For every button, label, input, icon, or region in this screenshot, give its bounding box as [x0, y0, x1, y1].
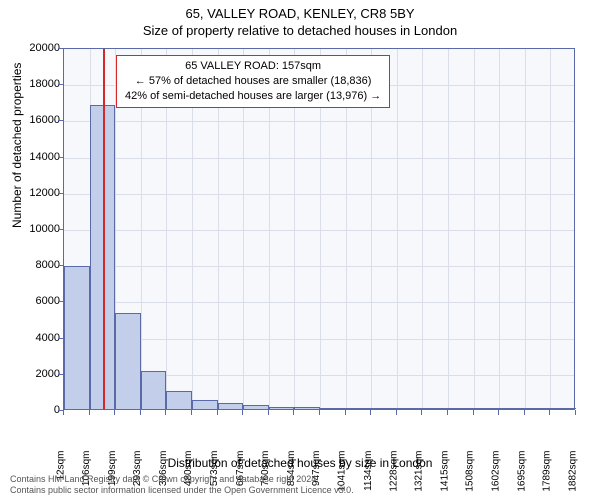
- x-tick: [498, 410, 499, 415]
- x-tick: [89, 410, 90, 415]
- chart-container: 65, VALLEY ROAD, KENLEY, CR8 5BY Size of…: [0, 0, 600, 500]
- plot-area: 65 VALLEY ROAD: 157sqm ← 57% of detached…: [63, 48, 575, 410]
- x-tick: [165, 410, 166, 415]
- x-tick: [114, 410, 115, 415]
- y-tick-label: 10000: [10, 223, 60, 235]
- annotation-line-2: ← 57% of detached houses are smaller (18…: [125, 74, 381, 89]
- grid-line-v: [422, 49, 423, 409]
- annotation-line-3: 42% of semi-detached houses are larger (…: [125, 89, 381, 104]
- x-tick: [549, 410, 550, 415]
- x-tick: [575, 410, 576, 415]
- histogram-bar: [64, 266, 90, 409]
- histogram-bar: [346, 408, 372, 409]
- x-tick: [396, 410, 397, 415]
- histogram-bar: [141, 371, 167, 409]
- histogram-bar: [371, 408, 397, 409]
- x-tick: [217, 410, 218, 415]
- histogram-bar: [294, 407, 320, 409]
- grid-line-v: [525, 49, 526, 409]
- histogram-bar: [499, 408, 525, 409]
- x-tick: [63, 410, 64, 415]
- histogram-bar: [320, 408, 346, 409]
- chart-subtitle: Size of property relative to detached ho…: [0, 21, 600, 38]
- x-tick: [140, 410, 141, 415]
- y-tick-label: 20000: [10, 42, 60, 54]
- histogram-bar: [448, 408, 474, 409]
- histogram-bar: [243, 405, 269, 409]
- y-tick-label: 8000: [10, 259, 60, 271]
- grid-line-v: [474, 49, 475, 409]
- histogram-bar: [525, 408, 551, 409]
- x-tick: [370, 410, 371, 415]
- footer-line-2: Contains public sector information licen…: [10, 485, 354, 496]
- y-tick-label: 6000: [10, 295, 60, 307]
- grid-line-v: [550, 49, 551, 409]
- grid-line-v: [448, 49, 449, 409]
- y-tick-label: 4000: [10, 332, 60, 344]
- annotation-box: 65 VALLEY ROAD: 157sqm ← 57% of detached…: [116, 55, 390, 108]
- y-tick-label: 14000: [10, 151, 60, 163]
- grid-line-v: [499, 49, 500, 409]
- footer-attribution: Contains HM Land Registry data © Crown c…: [10, 474, 354, 496]
- histogram-bar: [422, 408, 448, 409]
- histogram-bar: [474, 408, 500, 409]
- grid-line-v: [397, 49, 398, 409]
- x-tick: [268, 410, 269, 415]
- x-tick: [242, 410, 243, 415]
- footer-line-1: Contains HM Land Registry data © Crown c…: [10, 474, 354, 485]
- y-tick-label: 16000: [10, 114, 60, 126]
- y-tick-label: 2000: [10, 368, 60, 380]
- x-tick: [524, 410, 525, 415]
- y-tick-label: 0: [10, 404, 60, 416]
- x-tick: [473, 410, 474, 415]
- x-tick: [345, 410, 346, 415]
- histogram-bar: [397, 408, 423, 409]
- histogram-bar: [218, 403, 244, 409]
- histogram-bar: [192, 400, 218, 409]
- x-tick: [293, 410, 294, 415]
- y-tick-label: 12000: [10, 187, 60, 199]
- x-tick: [421, 410, 422, 415]
- chart-title: 65, VALLEY ROAD, KENLEY, CR8 5BY: [0, 0, 600, 21]
- y-tick-label: 18000: [10, 78, 60, 90]
- property-marker-line: [103, 49, 105, 409]
- annotation-line-1: 65 VALLEY ROAD: 157sqm: [125, 59, 381, 74]
- x-tick: [447, 410, 448, 415]
- histogram-bar: [115, 313, 141, 409]
- histogram-bar: [269, 407, 295, 409]
- x-tick: [319, 410, 320, 415]
- histogram-bar: [166, 391, 192, 409]
- histogram-bar: [550, 408, 576, 409]
- x-tick: [191, 410, 192, 415]
- x-axis-label: Distribution of detached houses by size …: [0, 456, 600, 470]
